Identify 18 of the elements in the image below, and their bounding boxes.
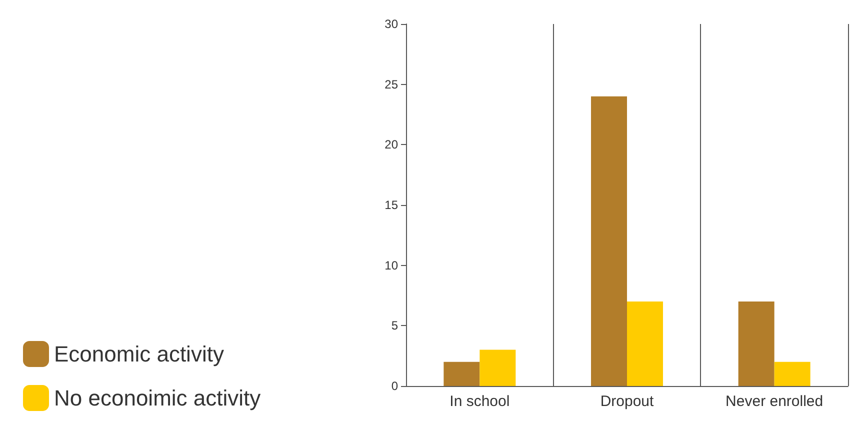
- x-tick-label: In school: [450, 393, 510, 410]
- y-tick-label: 5: [391, 318, 398, 333]
- bar: [774, 362, 810, 386]
- legend-label: No econoimic activity: [54, 386, 261, 410]
- y-tick-label: 10: [384, 258, 398, 272]
- bar: [480, 350, 516, 386]
- x-tick-label: Dropout: [600, 393, 655, 410]
- x-tick-label: Never enrolled: [726, 393, 824, 410]
- legend-label: Economic activity: [54, 342, 224, 366]
- y-tick-label: 0: [391, 379, 398, 393]
- bar: [444, 362, 480, 386]
- y-tick-label: 15: [384, 198, 398, 212]
- y-tick-label: 30: [384, 17, 398, 31]
- bar: [591, 96, 627, 386]
- y-tick-label: 25: [384, 77, 398, 92]
- y-tick-label: 20: [384, 138, 398, 152]
- bar: [627, 302, 663, 386]
- bar: [738, 302, 774, 386]
